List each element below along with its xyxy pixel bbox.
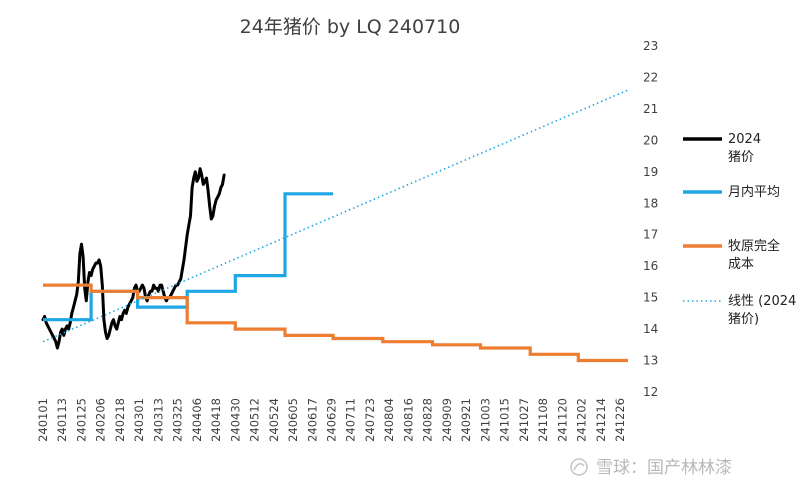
watermark: 雪球：国产林林漆 [571,458,732,478]
x-tick-label: 240125 [74,398,88,442]
x-tick-label: 240325 [171,398,185,442]
y-tick-label: 13 [643,354,658,368]
legend-label: 月内平均 [728,184,780,200]
x-tick-label: 240313 [151,398,165,442]
x-tick-label: 240629 [324,398,338,442]
y-tick-label: 17 [643,228,658,242]
y-tick-label: 23 [643,39,658,53]
x-axis: 240101 240113 240125 240206 240218 240301 2403… [36,398,627,442]
x-tick-label: 241108 [536,398,550,442]
x-tick-label: 240406 [190,398,204,442]
x-tick-label: 240113 [55,398,69,442]
x-tick-label: 240828 [421,398,435,442]
x-tick-label: 240524 [267,398,281,442]
chart-title: 24年猪价 by LQ 240710 [240,16,461,38]
x-tick-label: 240804 [382,398,396,442]
x-tick-label: 240101 [36,398,50,442]
trendline-series [43,90,628,342]
x-tick-label: 240816 [401,398,415,442]
x-tick-label: 241015 [498,398,512,442]
x-tick-label: 240723 [363,398,377,442]
y-tick-label: 12 [643,385,658,399]
y-tick-label: 15 [643,291,658,305]
y-tick-label: 20 [643,133,658,147]
y-tick-label: 22 [643,70,658,84]
chart-canvas: 24年猪价 by LQ 240710 12 13 14 15 16 17 18 19 20 21 2… [0,0,800,494]
x-tick-label: 241202 [575,398,589,442]
x-tick-label: 240218 [113,398,127,442]
x-tick-label: 241226 [613,398,627,442]
x-tick-label: 241027 [517,398,531,442]
x-tick-label: 240605 [286,398,300,442]
legend-label: 牧原完全成本 [728,238,780,272]
x-tick-label: 240430 [228,398,242,442]
y-tick-label: 19 [643,165,658,179]
x-tick-label: 240617 [305,398,319,442]
x-tick-label: 240711 [344,398,358,442]
snowball-logo-icon [571,459,587,475]
watermark-text: 雪球：国产林林漆 [596,458,732,478]
legend-label: 2024 猪价 [728,132,761,165]
y-tick-label: 18 [643,196,658,210]
y-tick-label: 21 [643,102,658,116]
y-tick-label: 16 [643,259,658,273]
x-tick-label: 240909 [440,398,454,442]
x-tick-label: 241003 [478,398,492,442]
cost-series [43,285,628,360]
plot-area [43,90,628,360]
x-tick-label: 240512 [248,398,262,442]
x-tick-label: 240301 [132,398,146,442]
x-tick-label: 240206 [94,398,108,442]
x-tick-label: 240418 [209,398,223,442]
y-axis: 12 13 14 15 16 17 18 19 20 21 22 23 [643,39,658,399]
y-tick-label: 14 [643,322,658,336]
x-tick-label: 241120 [555,398,569,442]
x-tick-label: 240921 [459,398,473,442]
legend-label: 线性 (2024 猪价) [728,294,796,327]
x-tick-label: 241214 [594,398,608,442]
